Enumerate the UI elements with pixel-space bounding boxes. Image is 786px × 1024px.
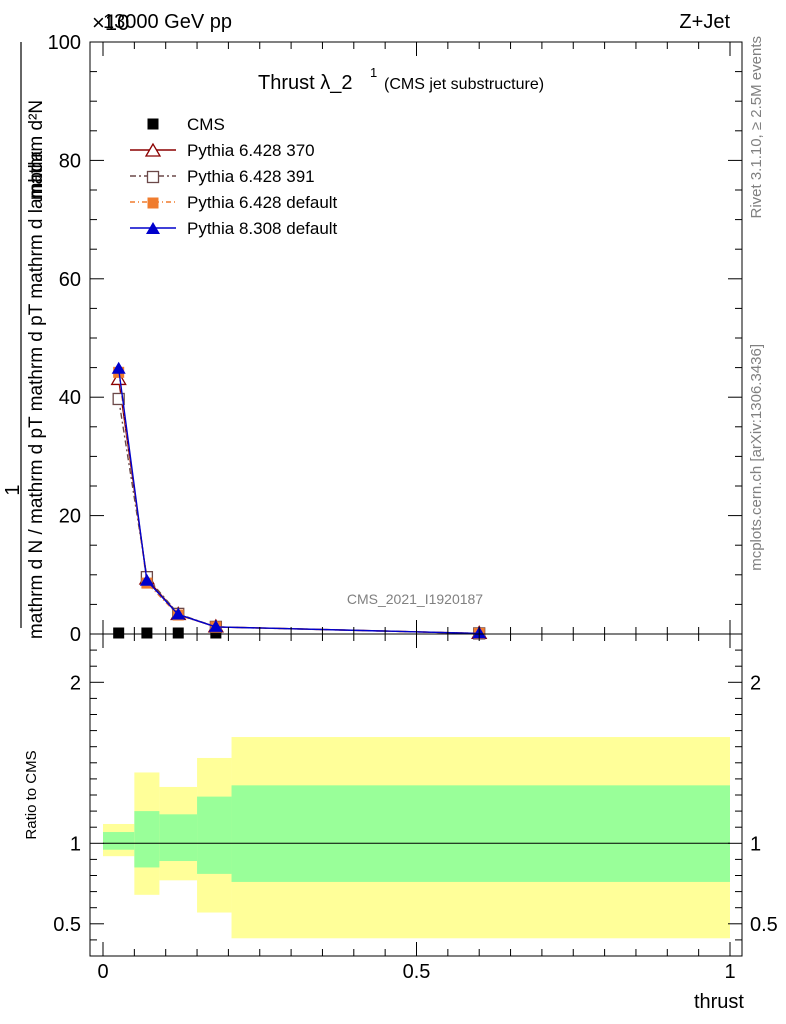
legend-marker [146,170,160,184]
legend-marker [144,142,162,157]
legend-marker [146,222,160,234]
data-point [171,607,186,620]
ratio-band-inner [231,785,730,882]
ratio-y-tick-label: 1 [70,833,81,855]
legend-marker [147,118,159,130]
ratio-band-inner [134,811,160,868]
x-axis-label: thrust [694,991,744,1013]
chart-title: Thrust λ_2 [258,72,352,94]
header-left: 13000 GeV pp [103,11,232,33]
ratio-y-label: Ratio to CMS [23,750,40,839]
ratio-band-inner [197,796,232,874]
y-tick-label: 0 [70,624,81,646]
data-point [208,619,223,632]
chart-subtitle: (CMS jet substructure) [384,76,544,93]
y-label-denominator: mathrm d N / mathrm d pT mathrm d pT mat… [26,150,47,639]
data-point [112,392,125,406]
y-label-top: 1 [2,484,24,495]
main-x-ticks [102,42,731,634]
ratio-band-inner [159,814,198,862]
main-y-label: 1 mathrm d²N mathrm d N / mathrm d pT ma… [2,42,47,639]
y-tick-label: 80 [59,150,81,172]
y-tick-label: 60 [59,269,81,291]
series-4 [111,361,487,639]
exponent-mark: ×10 [92,10,129,35]
x-tick-label: 0 [97,961,108,983]
legend-label: CMS [187,115,225,134]
ratio-x-ticks: 0 0.5 1 [97,634,736,983]
data-point [141,627,153,639]
data-point [111,361,126,374]
main-y-ticks: 0 20 40 60 80 100 [48,32,742,646]
y-tick-label: 20 [59,506,81,528]
rivet-label: Rivet 3.1.10, ≥ 2.5M events [748,36,765,219]
data-point [172,627,184,639]
chart-title-sup: 1 [370,65,377,80]
ratio-y-tick-label: 2 [70,672,81,694]
data-point [110,371,127,386]
ratio-panel: 0.5 0.51 12 2 0 0.5 1 Ratio to CMS thrust [23,633,778,1013]
watermark: CMS_2021_I1920187 [347,591,483,607]
ratio-y-tick-label-right: 1 [750,833,761,855]
legend-label: Pythia 6.428 370 [187,141,315,160]
y-label-numerator: mathrm d²N [26,100,47,200]
ratio-y-ticks: 0.5 0.5 1 1 2 2 [53,649,778,941]
ratio-y-tick-label-right: 2 [750,672,761,694]
mcplots-label: mcplots.cern.ch [arXiv:1306.3436] [748,344,765,571]
legend-label: Pythia 6.428 default [187,193,338,212]
legend-label: Pythia 8.308 default [187,219,338,238]
series-0 [113,627,222,639]
x-tick-label: 0.5 [403,961,431,983]
header-right: Z+Jet [679,11,730,33]
ratio-band-inner [103,832,135,850]
legend-marker [147,197,159,209]
main-panel: 0 20 40 60 80 100 Thrust λ_2 1 (CMS jet subst… [48,32,743,646]
y-tick-label: 40 [59,387,81,409]
ratio-y-tick-label-right: 0.5 [750,914,778,936]
x-tick-label: 1 [724,961,735,983]
y-tick-label: 100 [48,32,81,54]
legend: CMS Pythia 6.428 370 Pythia 6.428 391 Pythi… [130,115,338,238]
data-point [139,573,154,586]
data-point [113,627,125,639]
ratio-bands-layer [103,737,730,939]
ratio-y-tick-label: 0.5 [53,914,81,936]
legend-label: Pythia 6.428 391 [187,167,315,186]
main-series-layer [110,361,488,640]
